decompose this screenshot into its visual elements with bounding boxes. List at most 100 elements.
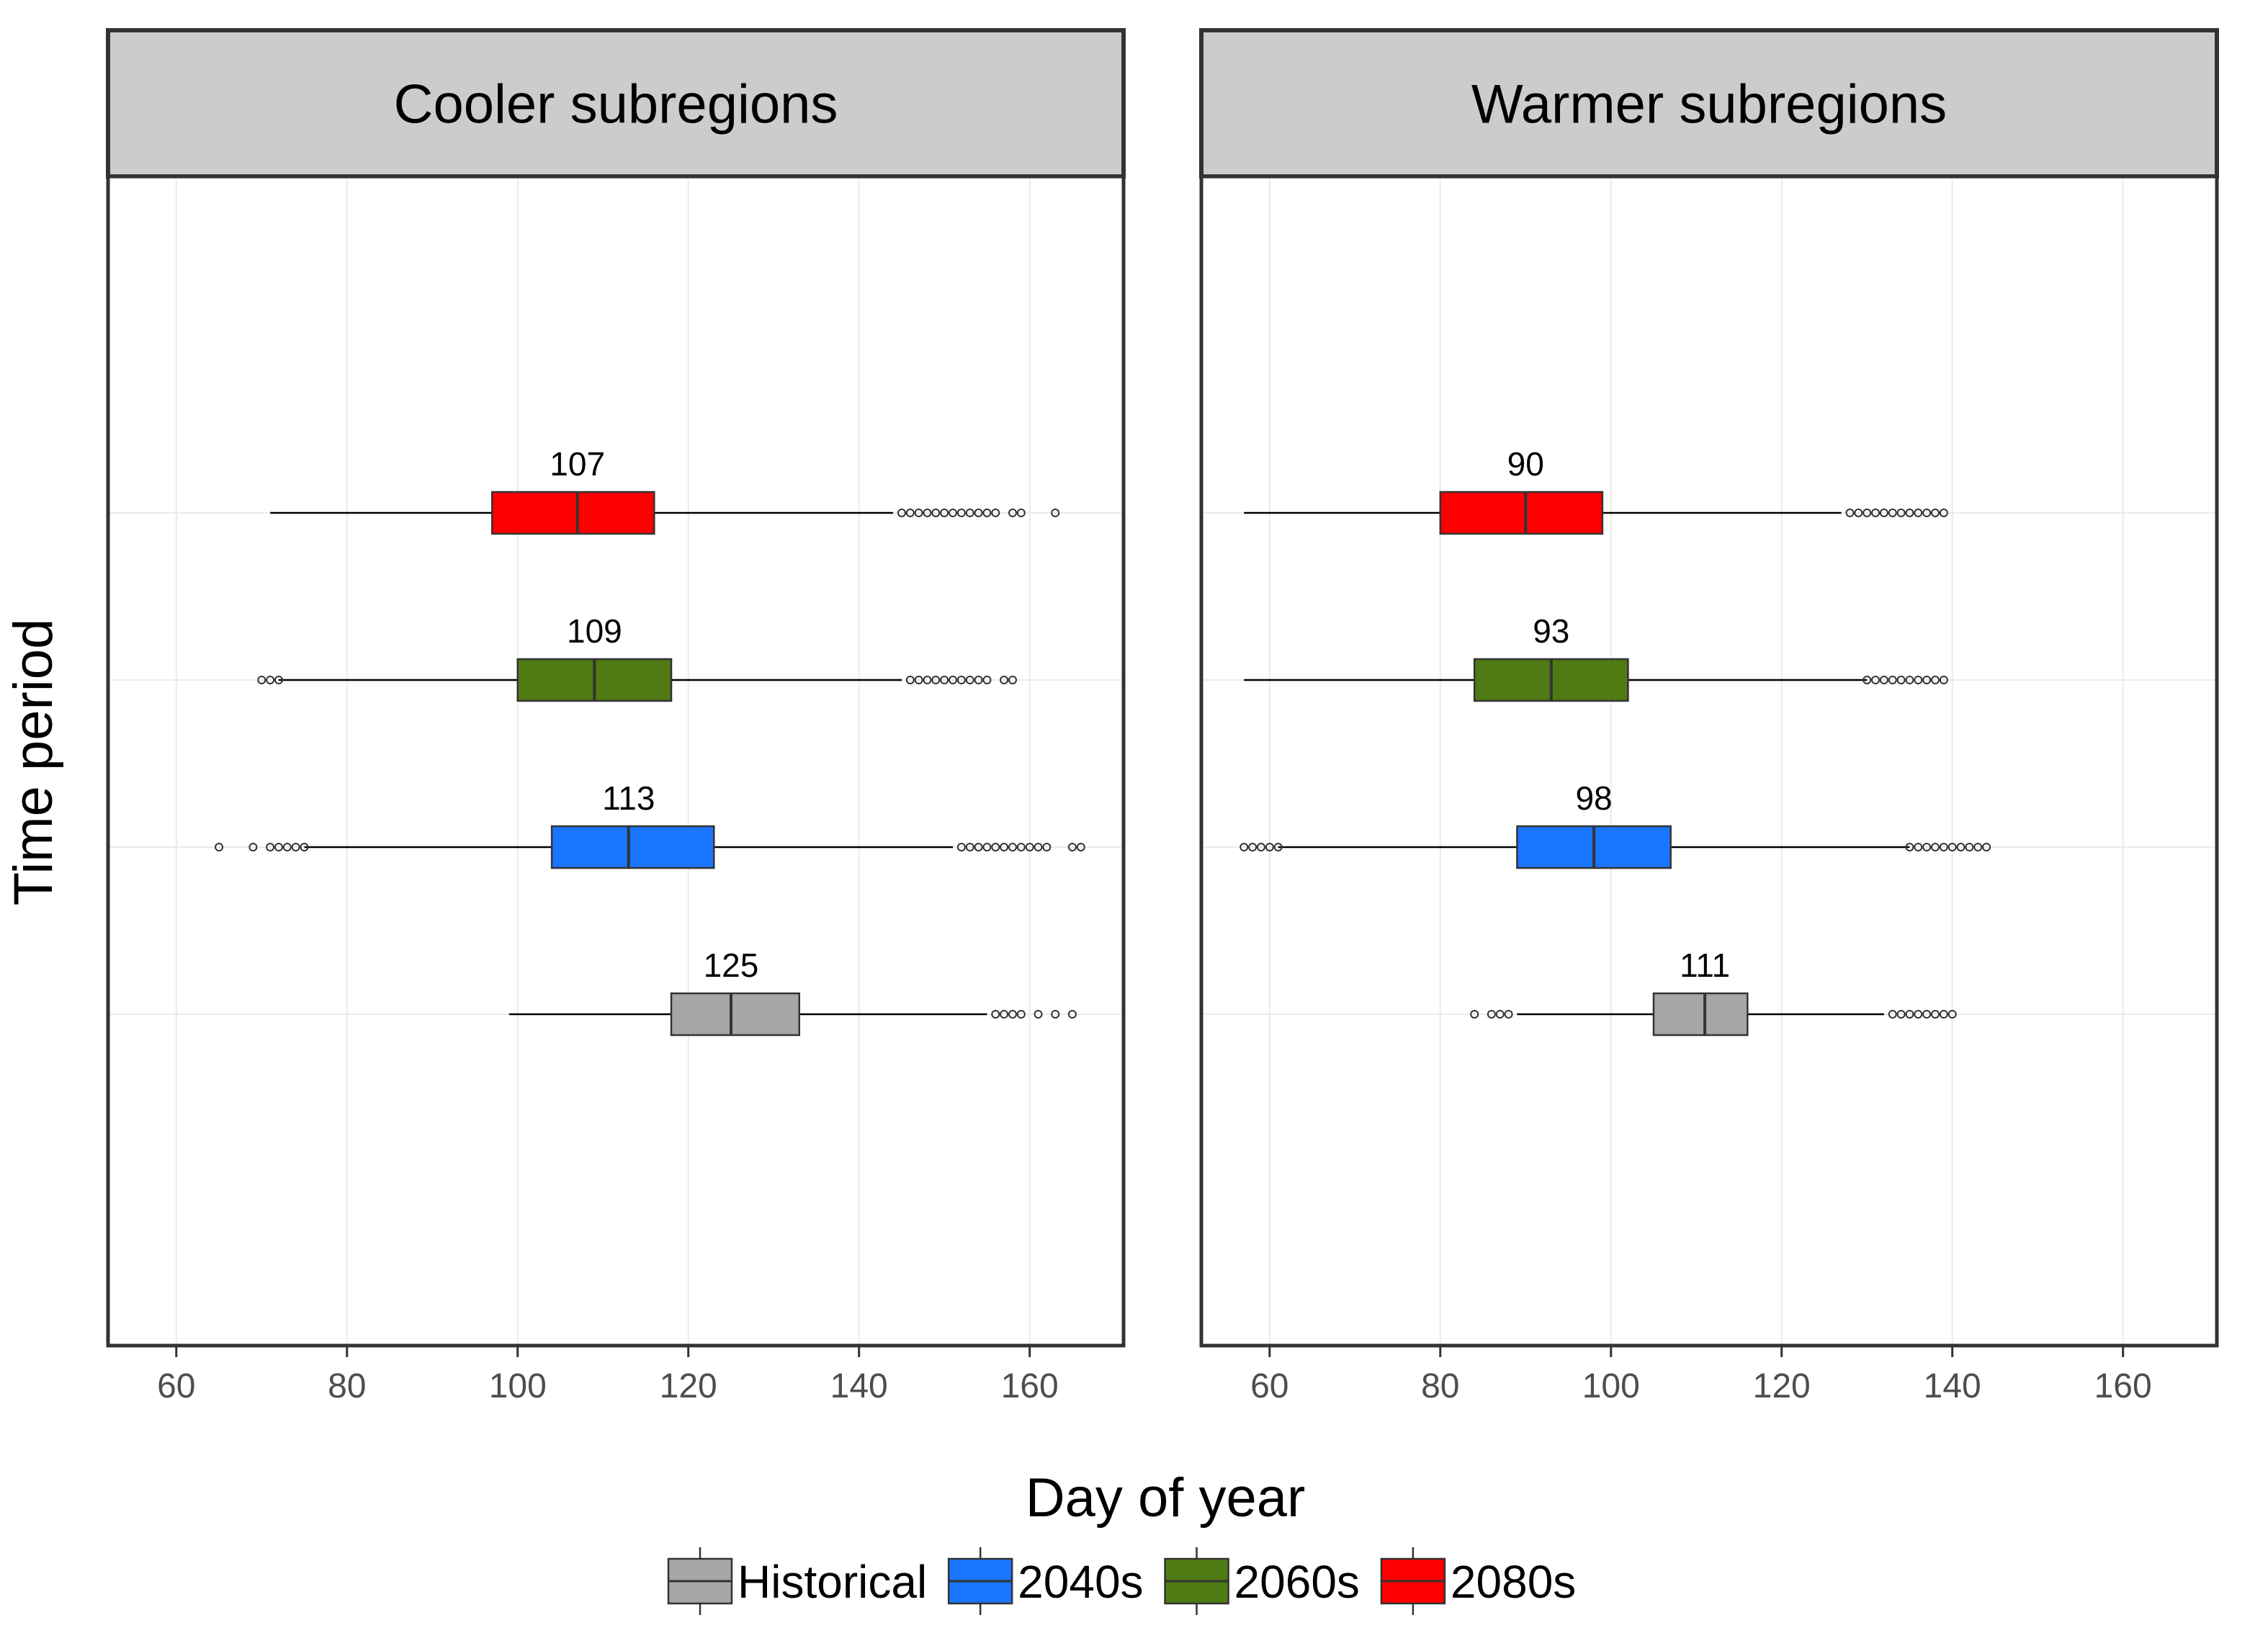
outlier-point	[1016, 843, 1026, 851]
panel-1: Cooler subregions 125 113 109 107 60 80 100 120 1…	[106, 28, 1126, 1405]
outlier-point	[1051, 509, 1060, 517]
panel-strip	[106, 28, 1126, 179]
legend-item-historical: Historical	[667, 1547, 927, 1615]
outlier-point	[1000, 1010, 1009, 1019]
box-2040s: 98	[1240, 779, 1991, 869]
panel-2: Warmer subregions 111 98 93 90 60 80 100 120 140 1…	[1199, 28, 2219, 1405]
box-2080s: 107	[270, 445, 1060, 535]
median-label: 98	[1575, 779, 1612, 817]
outlier-point	[1879, 509, 1888, 517]
outlier-point	[982, 509, 992, 517]
outlier-point	[1888, 676, 1897, 684]
outlier-point	[1947, 843, 1957, 851]
outlier-point	[1939, 1010, 1948, 1019]
outlier-point	[956, 676, 966, 684]
outlier-point	[266, 676, 275, 684]
outlier-point	[1888, 509, 1897, 517]
x-axis-title: Day of year	[1026, 1467, 1306, 1529]
outlier-point	[1067, 1010, 1077, 1019]
box-iqr	[670, 992, 800, 1037]
box-iqr	[1652, 992, 1749, 1037]
outlier-point	[274, 843, 283, 851]
x-tick-label: 80	[1421, 1367, 1459, 1405]
panel-border	[106, 174, 1126, 1348]
outlier-point	[914, 509, 923, 517]
outlier-point	[897, 509, 906, 517]
outlier-point	[905, 509, 915, 517]
outlier-point	[974, 676, 983, 684]
outlier-point	[291, 843, 300, 851]
outlier-point	[1016, 1010, 1026, 1019]
outlier-point	[1273, 843, 1283, 851]
outlier-point	[1905, 676, 1914, 684]
outlier-point	[1930, 509, 1940, 517]
outlier-point	[1965, 843, 1974, 851]
outlier-point	[1930, 1010, 1940, 1019]
outlier-point	[1067, 843, 1077, 851]
median-label: 111	[1680, 947, 1730, 984]
median-label: 109	[567, 612, 622, 650]
box-historical: 111	[1470, 947, 1957, 1037]
outlier-point	[1905, 509, 1914, 517]
legend-label: Historical	[738, 1556, 927, 1608]
outlier-point	[1008, 509, 1017, 517]
x-tick-label: 60	[1250, 1367, 1288, 1405]
median-label: 90	[1507, 445, 1544, 483]
outlier-point	[1914, 676, 1923, 684]
outlier-point	[974, 843, 983, 851]
outlier-point	[257, 676, 266, 684]
outlier-point	[1888, 1010, 1897, 1019]
outlier-point	[1051, 1010, 1060, 1019]
box-2040s: 113	[215, 779, 1085, 869]
outlier-point	[940, 509, 949, 517]
median-label: 125	[704, 947, 759, 984]
outlier-point	[1470, 1010, 1479, 1019]
legend-label: 2080s	[1451, 1556, 1576, 1608]
outlier-point	[931, 509, 941, 517]
outlier-point	[1905, 843, 1914, 851]
outlier-point	[1863, 509, 1872, 517]
outlier-point	[1016, 509, 1026, 517]
x-tick-label: 80	[328, 1367, 366, 1405]
outlier-point	[1008, 1010, 1017, 1019]
outlier-point	[991, 1010, 1000, 1019]
outlier-point	[1863, 676, 1872, 684]
median-label: 107	[550, 445, 605, 483]
panel-title: Cooler subregions	[394, 74, 838, 135]
outlier-point	[982, 843, 992, 851]
box-historical: 125	[508, 947, 1077, 1037]
outlier-point	[1025, 843, 1034, 851]
outlier-point	[1240, 843, 1249, 851]
outlier-point	[266, 843, 275, 851]
median-label: 93	[1533, 612, 1569, 650]
panel-border	[1199, 174, 2219, 1348]
outlier-point	[282, 843, 292, 851]
outlier-point	[1896, 509, 1906, 517]
median-label: 113	[602, 779, 655, 817]
plot-area	[1201, 176, 2217, 1346]
outlier-point	[914, 676, 923, 684]
outlier-point	[965, 676, 974, 684]
outlier-point	[1922, 843, 1932, 851]
x-tick-label: 140	[830, 1367, 888, 1405]
box-iqr	[1439, 491, 1604, 535]
outlier-point	[248, 843, 258, 851]
outlier-point	[991, 509, 1000, 517]
outlier-point	[1871, 509, 1881, 517]
legend-label: 2060s	[1234, 1556, 1360, 1608]
box-iqr	[550, 825, 715, 869]
outlier-point	[1914, 509, 1923, 517]
outlier-point	[923, 676, 932, 684]
outlier-point	[1495, 1010, 1505, 1019]
outlier-point	[965, 843, 974, 851]
panel-strip	[1199, 28, 2219, 179]
legend-item-2060s: 2060s	[1164, 1547, 1360, 1615]
outlier-point	[956, 843, 966, 851]
outlier-point	[1922, 1010, 1932, 1019]
outlier-point	[974, 509, 983, 517]
box-iqr	[490, 491, 655, 535]
outlier-point	[1973, 843, 1983, 851]
outlier-point	[982, 676, 992, 684]
plot-area	[108, 176, 1124, 1346]
